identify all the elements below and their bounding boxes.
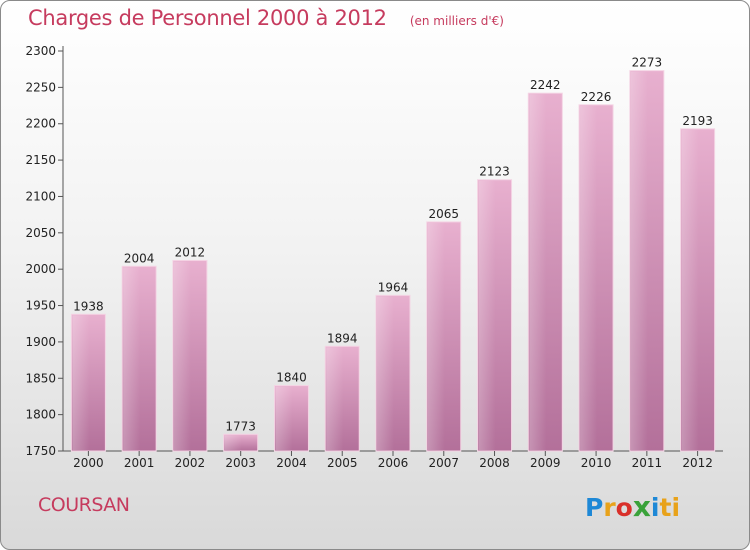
y-tick-label: 2150 xyxy=(25,153,56,167)
y-tick-label: 1800 xyxy=(25,408,56,422)
bar-value-label: 1938 xyxy=(73,299,104,313)
x-tick-label: 2000 xyxy=(73,456,104,470)
x-tick-label: 2002 xyxy=(175,456,206,470)
x-tick-label: 2012 xyxy=(682,456,713,470)
x-tick-label: 2009 xyxy=(530,456,561,470)
x-tick-label: 2004 xyxy=(276,456,307,470)
bar-value-label: 1773 xyxy=(225,419,256,433)
chart-title-row: Charges de Personnel 2000 à 2012 (en mil… xyxy=(28,6,504,30)
bar-highlight xyxy=(681,129,699,450)
bar-value-label: 2123 xyxy=(479,165,510,179)
logo-letter-x: x xyxy=(632,490,651,523)
bar-highlight xyxy=(275,386,293,450)
y-tick-label: 2100 xyxy=(25,189,56,203)
y-tick-label: 2300 xyxy=(25,44,56,58)
bar-value-label: 2193 xyxy=(682,114,713,128)
bar-value-label: 1964 xyxy=(378,280,409,294)
logo-letter-o: o xyxy=(615,493,633,522)
bar-highlight xyxy=(529,94,547,450)
bar-highlight xyxy=(580,105,598,451)
x-tick-label: 2003 xyxy=(225,456,256,470)
logo-letters-ti: ti xyxy=(659,493,681,522)
chart-title: Charges de Personnel 2000 à 2012 xyxy=(28,6,387,30)
y-tick-label: 2000 xyxy=(25,262,56,276)
y-tick-label: 2050 xyxy=(25,226,56,240)
bar-value-label: 2065 xyxy=(428,207,459,221)
chart-subtitle: (en milliers d'€) xyxy=(409,14,504,28)
commune-name: COURSAN xyxy=(38,494,130,516)
bar-value-label: 2004 xyxy=(124,251,155,265)
bar-highlight xyxy=(173,261,191,450)
y-tick-label: 2200 xyxy=(25,117,56,131)
bar-highlight xyxy=(377,296,394,450)
x-tick-label: 2010 xyxy=(581,456,612,470)
bar-highlight xyxy=(72,315,90,450)
x-tick-label: 2001 xyxy=(124,456,155,470)
bar-value-label: 2273 xyxy=(632,56,663,70)
logo-letter-p: P xyxy=(585,493,604,522)
bar-highlight xyxy=(326,347,344,450)
bar-highlight xyxy=(224,435,242,450)
bar-highlight xyxy=(123,267,141,450)
bar-highlight xyxy=(630,71,648,451)
x-tick-label: 2006 xyxy=(378,456,409,470)
bar-highlight xyxy=(478,180,496,450)
y-tick-label: 1950 xyxy=(25,299,56,313)
logo-letter-i: i xyxy=(650,493,660,522)
y-tick-label: 1750 xyxy=(25,444,56,458)
bar-value-label: 1840 xyxy=(276,371,307,385)
proxiti-logo: Proxiti xyxy=(585,490,680,523)
bar-value-label: 1894 xyxy=(327,331,358,345)
y-tick-label: 1850 xyxy=(25,371,56,385)
x-tick-label: 2007 xyxy=(428,456,459,470)
bar-value-label: 2226 xyxy=(581,90,612,104)
bar-value-label: 2012 xyxy=(175,245,206,259)
x-tick-label: 2011 xyxy=(632,456,663,470)
x-tick-label: 2008 xyxy=(479,456,510,470)
bar-value-label: 2242 xyxy=(530,78,561,92)
bar-highlight xyxy=(427,222,445,450)
y-tick-label: 1900 xyxy=(25,335,56,349)
y-tick-label: 2250 xyxy=(25,80,56,94)
logo-letter-r: r xyxy=(603,493,616,522)
x-tick-label: 2005 xyxy=(327,456,358,470)
